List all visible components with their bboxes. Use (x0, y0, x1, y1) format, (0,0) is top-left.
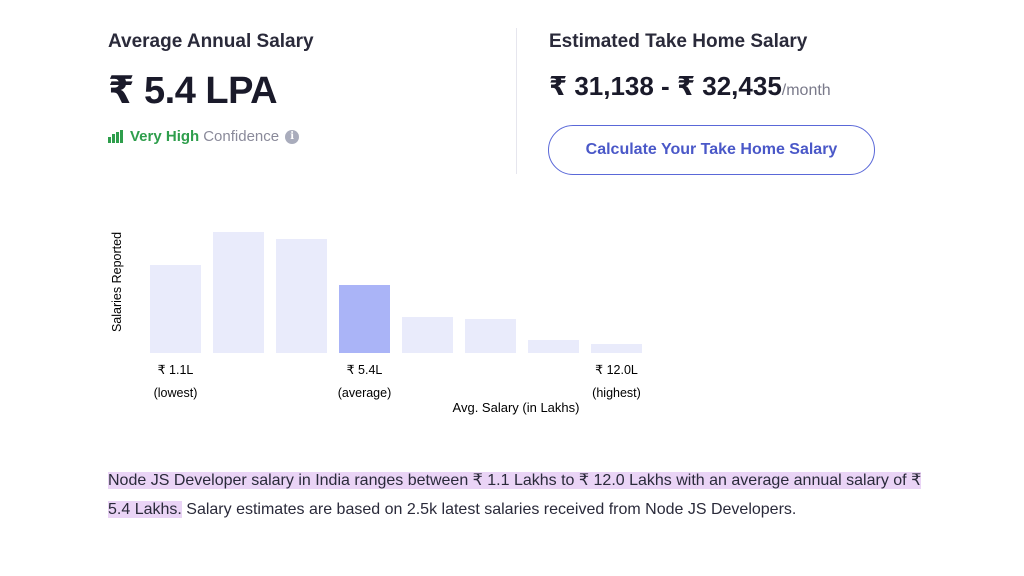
chart-bar-5 (402, 317, 453, 353)
take-home-heading: Estimated Take Home Salary (549, 31, 808, 52)
chart-bar-2 (213, 232, 264, 353)
chart-tick-label: ₹ 1.1L (158, 363, 194, 377)
confidence-label: Confidence (203, 128, 280, 145)
take-home-unit: /month (781, 82, 831, 99)
average-salary-heading: Average Annual Salary (108, 31, 314, 52)
chart-tick-sublabel: (highest) (592, 386, 641, 400)
chart-tick-sublabel: (lowest) (154, 386, 198, 400)
salary-description: Node JS Developer salary in India ranges… (108, 466, 928, 524)
average-salary-value: ₹ 5.4 LPA (108, 70, 278, 112)
confidence-row: Very High Confidence i (108, 128, 300, 145)
chart-y-axis-label: Salaries Reported (110, 232, 124, 332)
chart-bar-3 (276, 239, 327, 353)
chart-bar-7 (528, 340, 579, 353)
chart-bar-4 (339, 285, 390, 353)
chart-bar-6 (465, 319, 516, 353)
take-home-value: ₹ 31,138 - ₹ 32,435 (549, 71, 782, 101)
chart-tick-label: ₹ 5.4L (347, 363, 383, 377)
description-text: Salary estimates are based on 2.5k lates… (181, 501, 797, 518)
calculate-take-home-button[interactable]: Calculate Your Take Home Salary (548, 125, 875, 175)
chart-tick-label: ₹ 12.0L (595, 363, 638, 377)
bar-signal-icon (108, 130, 124, 143)
column-divider (516, 28, 517, 174)
confidence-level: Very High (130, 128, 200, 145)
chart-x-axis-label: Avg. Salary (in Lakhs) (453, 400, 580, 415)
info-icon[interactable]: i (285, 129, 300, 144)
chart-bar-1 (150, 265, 201, 353)
take-home-value-row: ₹ 31,138 - ₹ 32,435/month (549, 71, 831, 102)
chart-bar-8 (591, 344, 642, 353)
chart-tick-sublabel: (average) (338, 386, 392, 400)
salary-distribution-chart: Salaries Reported ₹ 1.1L (lowest) ₹ 5.4L (a… (110, 232, 642, 415)
